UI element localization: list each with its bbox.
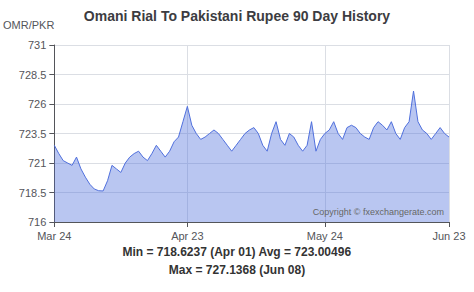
svg-text:Copyright © fxexchangerate.com: Copyright © fxexchangerate.com (313, 207, 444, 217)
svg-text:Jun 23: Jun 23 (432, 230, 465, 242)
svg-text:726: 726 (28, 98, 46, 110)
svg-text:Mar 24: Mar 24 (37, 230, 71, 242)
svg-text:723.5: 723.5 (19, 128, 47, 140)
svg-text:May 24: May 24 (307, 230, 343, 242)
svg-text:Omani Rial To Pakistani Rupee: Omani Rial To Pakistani Rupee 90 Day His… (84, 8, 390, 24)
svg-text:716: 716 (28, 216, 46, 228)
svg-text:728.5: 728.5 (19, 69, 47, 81)
svg-text:Max = 727.1368 (Jun 08): Max = 727.1368 (Jun 08) (169, 263, 305, 277)
svg-text:721: 721 (28, 157, 46, 169)
svg-text:731: 731 (28, 39, 46, 51)
svg-text:Min = 718.6237 (Apr 01) Avg =: Min = 718.6237 (Apr 01) Avg = 723.00496 (122, 245, 351, 259)
svg-text:OMR/PKR: OMR/PKR (3, 19, 54, 31)
svg-text:718.5: 718.5 (19, 187, 47, 199)
svg-text:Apr 23: Apr 23 (171, 230, 203, 242)
